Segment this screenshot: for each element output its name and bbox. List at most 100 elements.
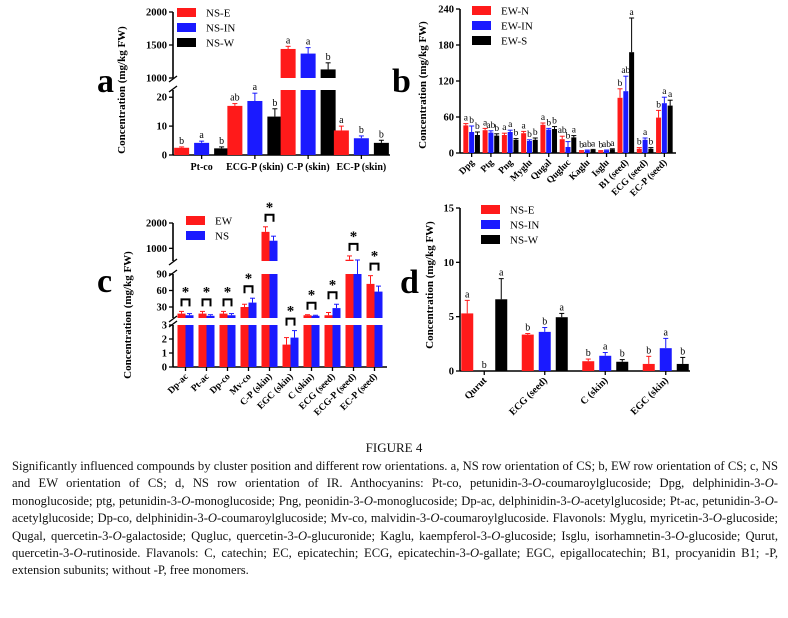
significance-star: * [371, 249, 379, 265]
y-tick-label: 60 [157, 286, 168, 297]
bar [248, 302, 257, 318]
significance-letter: a [465, 289, 470, 300]
significance-letter: b [179, 136, 184, 147]
bar [578, 151, 584, 153]
significance-letter: ab [486, 121, 495, 131]
x-tick-label: ECG (seed) [507, 375, 550, 418]
bar [526, 141, 532, 153]
significance-letter: b [494, 124, 499, 134]
bar [495, 299, 508, 371]
legend-swatch [481, 220, 500, 229]
bar [538, 331, 551, 371]
legend-swatch [472, 36, 491, 45]
bar [174, 147, 190, 155]
bar [482, 130, 488, 153]
bar [555, 317, 568, 371]
bar [616, 361, 629, 371]
y-tick-label: 0 [162, 151, 167, 162]
bar [590, 150, 596, 153]
significance-letter: a [286, 35, 291, 46]
bar [320, 69, 336, 78]
bar [240, 325, 249, 367]
chart-panel-d: Concentration (mg/kg FW)d051015QurutabaE… [400, 204, 690, 418]
bar [248, 325, 257, 367]
legend-label: EW [215, 216, 233, 228]
bar [474, 135, 480, 153]
figure-title: FIGURE 4 [365, 440, 423, 455]
bar [609, 149, 615, 153]
significance-letter: b [219, 136, 224, 147]
significance-star: * [245, 271, 253, 287]
x-tick-label: Myglu [509, 158, 535, 184]
significance-letter: a [499, 268, 504, 279]
y-tick-label: 10 [157, 122, 168, 133]
y-tick-label: 90 [157, 270, 168, 281]
y-tick-label: 120 [438, 77, 454, 88]
bar [219, 325, 228, 367]
y-axis-label: Concentration (mg/kg FW) [417, 21, 429, 149]
significance-letter: b [359, 125, 364, 136]
y-tick-label: 180 [438, 41, 454, 52]
x-tick-label: Qurut [463, 375, 490, 402]
chart-panel-c: Concentration (mg/kg FW) c 0 1 2 3 30 60 90 1000 2… [97, 200, 387, 418]
significance-star: * [203, 284, 211, 300]
axis-break-mark [168, 315, 178, 323]
x-tick-label: Dp-ac [166, 372, 190, 396]
significance-bracket [327, 291, 338, 300]
significance-letter: b [482, 360, 487, 371]
bar [261, 231, 270, 261]
bar [494, 135, 500, 153]
bar [676, 363, 689, 371]
bar [300, 53, 316, 78]
bar [636, 148, 642, 153]
x-tick-label: Pt-ac [190, 372, 212, 394]
significance-bracket [285, 317, 296, 326]
y-axis-label: Concentration (mg/kg FW) [116, 26, 128, 154]
bar [598, 151, 604, 153]
y-tick-label: 0 [162, 363, 167, 374]
significance-letter: b [579, 141, 584, 151]
significance-letter: a [502, 123, 507, 133]
bar [177, 313, 186, 318]
y-tick-label: 2000 [146, 219, 167, 230]
bar [571, 137, 577, 153]
x-tick-label: EC-P (skin) [337, 162, 387, 173]
bar [324, 315, 333, 318]
bar [345, 274, 354, 318]
bar [303, 315, 312, 318]
bar [532, 139, 538, 153]
significance-letter: a [508, 120, 513, 130]
significance-star: * [350, 229, 358, 245]
significance-letter: a [339, 115, 344, 126]
y-tick-label: 1500 [146, 41, 167, 52]
bar [642, 139, 648, 153]
significance-letter: a [643, 128, 648, 138]
axis-break-mark [168, 75, 178, 83]
bar [303, 325, 312, 367]
bar [332, 325, 341, 367]
y-tick-label: 20 [157, 93, 168, 104]
legend-label: EW-N [501, 6, 529, 18]
significance-letter: b [525, 323, 530, 334]
figure-caption: Significantly influenced compounds by cl… [12, 459, 778, 578]
y-tick-label: 5 [449, 312, 454, 323]
significance-letter: ab [621, 66, 630, 76]
significance-letter: b [469, 116, 474, 126]
legend-label: NS-E [206, 8, 231, 20]
bar [290, 337, 299, 367]
legend-label: NS-W [510, 235, 539, 247]
y-tick-label: 1000 [146, 244, 167, 255]
bar [261, 325, 270, 367]
legend-label: EW-S [501, 36, 527, 48]
significance-bracket [348, 242, 359, 251]
significance-letter: b [598, 141, 603, 151]
bar [345, 325, 354, 367]
significance-letter: b [379, 129, 384, 140]
axis-break-mark [168, 85, 178, 93]
bar [177, 325, 186, 367]
bar [206, 325, 215, 367]
significance-letter: b [272, 98, 277, 109]
chart-panel-a: Concentration (mg/kg FW)a010201000150020… [97, 8, 390, 173]
bar [227, 325, 236, 367]
legend-swatch [186, 216, 205, 225]
